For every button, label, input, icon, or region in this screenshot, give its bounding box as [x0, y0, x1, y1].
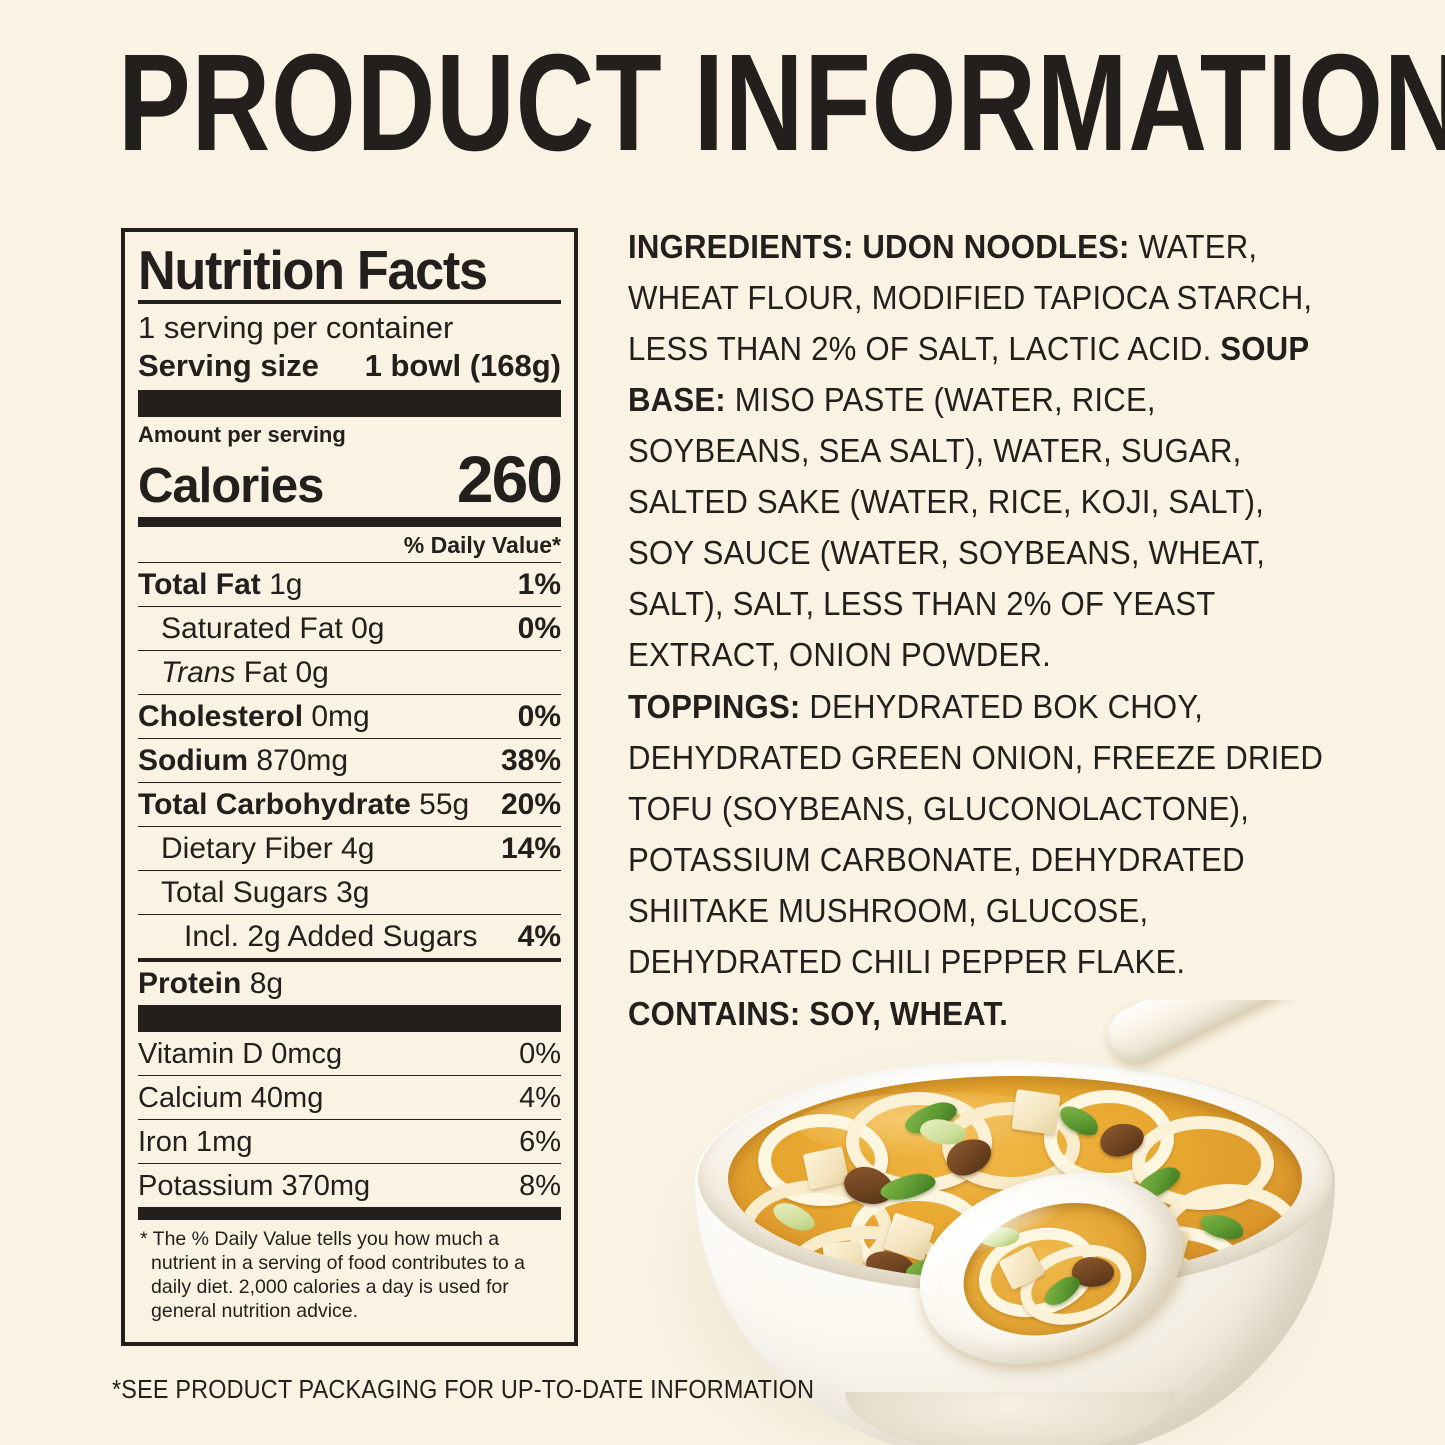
- row-divider: [138, 738, 561, 739]
- toppings-paragraph: TOPPINGS: DEHYDRATED BOK CHOY, DEHYDRATE…: [628, 682, 1338, 988]
- row-divider: [138, 826, 561, 827]
- micronutrient-row: Iron 1mg 6%: [138, 1120, 561, 1163]
- nutrient-daily-value: 14%: [500, 832, 561, 865]
- row-divider: [138, 914, 561, 915]
- nutrient-row: Trans Fat 0g: [138, 651, 561, 694]
- bowl-foot: [845, 1392, 1175, 1445]
- toppings-text: DEHYDRATED BOK CHOY, DEHYDRATED GREEN ON…: [628, 689, 1324, 981]
- contains-text: SOY, WHEAT.: [809, 996, 1009, 1033]
- toppings-heading: TOPPINGS:: [628, 689, 801, 726]
- nutrient-row: Saturated Fat 0g 0%: [138, 607, 561, 650]
- nutrient-daily-value: 20%: [500, 788, 561, 821]
- thick-divider-micronutrients: [138, 1005, 561, 1032]
- row-divider: [138, 782, 561, 783]
- micronutrient-daily-value: 6%: [519, 1126, 561, 1158]
- divider-under-dv-header: [138, 562, 561, 563]
- nutrient-daily-value: 0%: [517, 612, 561, 645]
- row-divider: [138, 606, 561, 607]
- nutrient-row: Total Sugars 3g: [138, 871, 561, 914]
- row-divider: [138, 958, 561, 962]
- divider-under-title: [138, 300, 561, 304]
- thick-divider-calories: [138, 390, 561, 417]
- row-divider: [138, 1163, 561, 1164]
- nutrient-name: Cholesterol 0mg: [138, 700, 370, 733]
- row-divider: [138, 870, 561, 871]
- micronutrient-name: Calcium 40mg: [138, 1082, 324, 1114]
- nutrient-name: Incl. 2g Added Sugars: [184, 920, 478, 953]
- micronutrient-row: Vitamin D 0mcg 0%: [138, 1032, 561, 1075]
- serving-size-value: 1 bowl (168g): [364, 348, 561, 383]
- micronutrient-name: Vitamin D 0mcg: [138, 1038, 343, 1070]
- nutrient-name: Dietary Fiber 4g: [161, 832, 375, 865]
- ingredients-heading: INGREDIENTS:: [628, 229, 854, 266]
- nutrient-row: Dietary Fiber 4g 14%: [138, 827, 561, 870]
- nutrient-name: Total Fat 1g: [138, 568, 303, 601]
- nutrient-name: Trans Fat 0g: [161, 656, 329, 689]
- soup-base-heading: SOUP BASE:: [628, 331, 1309, 419]
- contains-heading: CONTAINS:: [628, 996, 801, 1033]
- micronutrient-row: Potassium 370mg 8%: [138, 1164, 561, 1207]
- nutrient-name: Saturated Fat 0g: [161, 612, 385, 645]
- nutrient-daily-value: 4%: [517, 920, 561, 953]
- ingredients-column: INGREDIENTS: UDON NOODLES: WATER, WHEAT …: [628, 222, 1342, 1041]
- serving-size-label: Serving size: [138, 348, 319, 383]
- serving-size-row: Serving size 1 bowl (168g): [138, 347, 561, 390]
- micronutrient-row: Calcium 40mg 4%: [138, 1076, 561, 1119]
- nutrient-name: Total Carbohydrate 55g: [138, 788, 470, 821]
- nutrient-name: Protein 8g: [138, 967, 284, 1000]
- nutrient-row: Cholesterol 0mg 0%: [138, 695, 561, 738]
- micronutrient-rows: Vitamin D 0mcg 0% Calcium 40mg 4% Iron 1mg 6%…: [138, 1032, 561, 1207]
- tofu-cube: [1011, 1089, 1061, 1135]
- daily-value-footnote: * The % Daily Value tells you how much a…: [140, 1228, 525, 1322]
- nutrient-row: Incl. 2g Added Sugars 4%: [138, 915, 561, 958]
- nutrition-facts-panel: Nutrition Facts 1 serving per container …: [121, 228, 578, 1346]
- udon-noodles-text: WATER, WHEAT FLOUR, MODIFIED TAPIOCA STA…: [628, 229, 1313, 368]
- micronutrient-daily-value: 8%: [519, 1170, 561, 1202]
- tofu-cube: [822, 1240, 864, 1278]
- nutrient-row: Total Fat 1g 1%: [138, 563, 561, 606]
- nutrient-name: Sodium 870mg: [138, 744, 349, 777]
- nutrient-row: Total Carbohydrate 55g 20%: [138, 783, 561, 826]
- page-title: PRODUCT INFORMATION*: [118, 26, 1445, 180]
- daily-value-header: % Daily Value*: [403, 532, 561, 558]
- calories-label: Calories: [138, 459, 324, 513]
- micronutrient-daily-value: 4%: [519, 1082, 561, 1114]
- divider-under-calories: [138, 517, 561, 527]
- row-divider: [138, 1075, 561, 1076]
- nutrient-daily-value: 0%: [517, 700, 561, 733]
- nutrient-row: Sodium 870mg 38%: [138, 739, 561, 782]
- calories-value: 260: [456, 442, 563, 516]
- calories-row: Calories 260: [138, 442, 563, 517]
- row-divider: [138, 694, 561, 695]
- soup-base-text: MISO PASTE (WATER, RICE, SOYBEANS, SEA S…: [628, 382, 1266, 674]
- nutrition-facts-title: Nutrition Facts: [138, 239, 488, 301]
- row-divider: [138, 1119, 561, 1120]
- row-divider: [138, 650, 561, 651]
- micronutrient-daily-value: 0%: [519, 1038, 561, 1070]
- ingredients-paragraph: INGREDIENTS: UDON NOODLES: WATER, WHEAT …: [628, 222, 1338, 681]
- nutrient-daily-value: 1%: [517, 568, 561, 601]
- amount-per-serving-label: Amount per serving: [138, 422, 346, 447]
- micronutrient-name: Potassium 370mg: [138, 1170, 371, 1202]
- nutrient-name: Total Sugars 3g: [161, 876, 370, 909]
- broth-surface: [728, 1076, 1302, 1281]
- nutrient-rows: Total Fat 1g 1% Saturated Fat 0g 0% Trans Fa…: [138, 563, 561, 1005]
- nutrient-daily-value: 38%: [500, 744, 561, 777]
- udon-soup-photo: [640, 1000, 1445, 1445]
- nutrient-row: Protein 8g: [138, 962, 561, 1005]
- packaging-disclaimer: *SEE PRODUCT PACKAGING FOR UP-TO-DATE IN…: [112, 1374, 815, 1404]
- thick-divider-footnote: [138, 1207, 561, 1220]
- contains-paragraph: CONTAINS: SOY, WHEAT.: [628, 989, 1338, 1040]
- servings-per-container: 1 serving per container: [138, 310, 454, 345]
- micronutrient-name: Iron 1mg: [138, 1126, 253, 1158]
- udon-noodles-heading: UDON NOODLES:: [862, 229, 1130, 266]
